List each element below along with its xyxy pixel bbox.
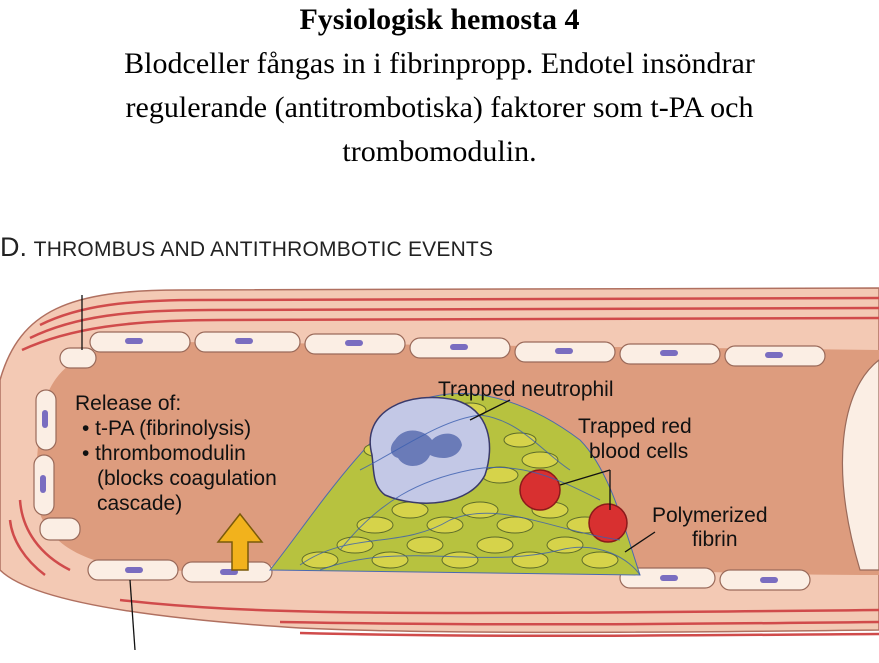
release-label: Release of: [75, 392, 181, 415]
slide-body-line: regulerande (antitrombotiska) faktorer s… [125, 91, 754, 124]
rbc-label: Trapped red [578, 415, 692, 438]
wall-stripes [8, 296, 879, 638]
slide-title: Fysiologisk hemosta 4 [299, 3, 580, 36]
endothelium-nuclei [40, 338, 783, 583]
neutrophil-nucleus [390, 430, 462, 466]
release-item: • thrombomodulin [82, 442, 246, 465]
release-item: • t-PA (fibrinolysis) [82, 417, 251, 440]
fibrin-label: Polymerized [652, 504, 768, 527]
panel-heading: D. THROMBUS AND ANTITHROMBOTIC EVENTS [0, 232, 493, 265]
red-blood-cell [519, 469, 561, 511]
panel-letter: D. [0, 232, 27, 262]
slide-body-line: Blodceller fångas in i fibrinpropp. Endo… [124, 47, 755, 80]
rbc-label: blood cells [589, 440, 688, 463]
release-item: (blocks coagulation [97, 467, 277, 490]
slide-body-line: trombomodulin. [342, 135, 537, 168]
slide-body: Blodceller fångas in i fibrinpropp. Endo… [0, 42, 879, 174]
vessel-illustration: Release of: • t-PA (fibrinolysis) • thro… [0, 287, 879, 651]
fibrin-label: fibrin [692, 528, 738, 551]
red-blood-cell [588, 503, 628, 543]
vessel-opening [841, 359, 879, 571]
panel-title: THROMBUS AND ANTITHROMBOTIC EVENTS [33, 238, 494, 261]
neutrophil-label: Trapped neutrophil [438, 378, 614, 401]
leader-lines [81, 295, 656, 651]
release-item: cascade) [97, 492, 182, 515]
secretion-arrow [216, 512, 264, 571]
